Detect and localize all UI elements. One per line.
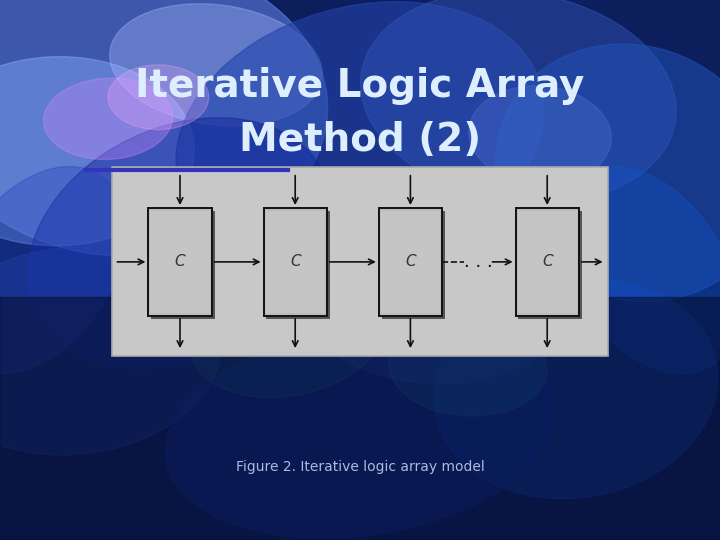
Ellipse shape (166, 326, 554, 538)
Ellipse shape (176, 2, 544, 268)
Ellipse shape (469, 86, 611, 184)
Bar (266, 211, 330, 319)
Bar (148, 208, 212, 316)
Text: C: C (290, 254, 300, 269)
Bar (518, 211, 577, 313)
Text: Method (2): Method (2) (239, 122, 481, 159)
Bar (264, 208, 327, 316)
Ellipse shape (0, 247, 222, 455)
Ellipse shape (109, 4, 323, 126)
Ellipse shape (361, 0, 676, 204)
Ellipse shape (434, 279, 718, 499)
Ellipse shape (495, 44, 720, 302)
Bar (150, 211, 210, 313)
Text: Figure 2. Iterative logic array model: Figure 2. Iterative logic array model (235, 460, 485, 474)
Ellipse shape (0, 166, 125, 374)
Ellipse shape (0, 57, 194, 246)
Bar (0, 297, 720, 540)
Bar (516, 208, 579, 316)
Ellipse shape (389, 319, 547, 416)
Ellipse shape (296, 210, 568, 384)
Ellipse shape (191, 272, 385, 397)
Bar (151, 211, 215, 319)
Bar (381, 211, 440, 313)
Text: C: C (542, 254, 552, 269)
Text: . . .: . . . (464, 253, 493, 271)
Bar (266, 211, 325, 313)
Ellipse shape (27, 118, 333, 368)
Bar (518, 211, 582, 319)
Bar (382, 211, 445, 319)
Text: C: C (175, 254, 185, 269)
Bar (379, 208, 442, 316)
Ellipse shape (0, 0, 328, 256)
Text: C: C (405, 254, 415, 269)
Ellipse shape (295, 176, 425, 256)
Ellipse shape (43, 78, 173, 159)
Text: Iterative Logic Array: Iterative Logic Array (135, 68, 585, 105)
Bar (112, 167, 608, 356)
Ellipse shape (559, 166, 720, 374)
Ellipse shape (108, 65, 209, 130)
